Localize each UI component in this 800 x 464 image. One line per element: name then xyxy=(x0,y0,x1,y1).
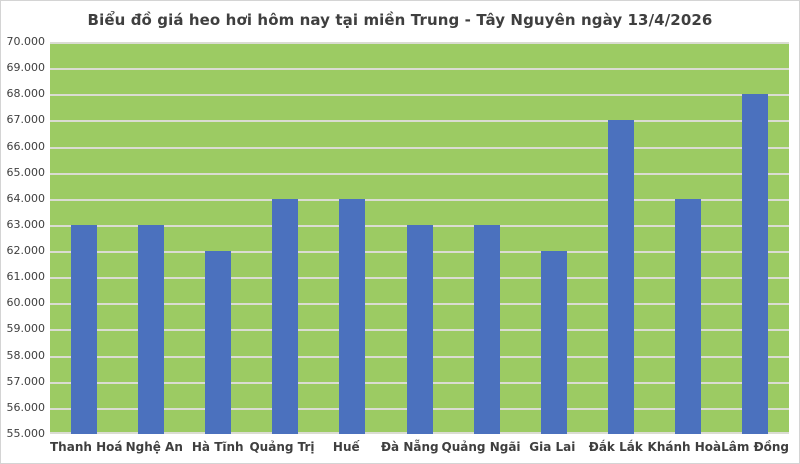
gridline xyxy=(50,120,789,123)
gridline xyxy=(50,172,789,175)
y-tick-label: 66.000 xyxy=(6,139,46,153)
x-category-label: Thanh Hoá xyxy=(50,440,123,454)
bar xyxy=(473,224,500,434)
x-category-label: Nghệ An xyxy=(125,440,183,454)
bar xyxy=(137,224,164,434)
x-category-label: Đắk Lắk xyxy=(588,440,643,454)
bar xyxy=(675,198,702,434)
bar xyxy=(608,120,635,434)
bar xyxy=(204,251,231,434)
x-category-label: Khánh Hoà xyxy=(647,440,722,454)
y-tick-label: 56.000 xyxy=(6,400,46,414)
y-tick-label: 57.000 xyxy=(6,374,46,388)
bar xyxy=(540,251,567,434)
y-tick-label: 68.000 xyxy=(6,87,46,101)
gridline xyxy=(50,94,789,97)
bar xyxy=(272,198,299,434)
y-tick-label: 67.000 xyxy=(6,113,46,127)
y-tick-label: 69.000 xyxy=(6,61,46,75)
y-tick-label: 60.000 xyxy=(6,296,46,310)
x-category-label: Huế xyxy=(332,440,360,454)
x-category-label: Quảng Ngãi xyxy=(441,440,521,454)
y-tick-label: 58.000 xyxy=(6,348,46,362)
y-axis: 70.000 69.000 68.000 67.000 66.000 65.000 64.0… xyxy=(1,35,46,440)
gridline xyxy=(50,146,789,149)
y-tick-label: 70.000 xyxy=(6,35,46,48)
bar xyxy=(70,224,97,434)
y-tick-label: 63.000 xyxy=(6,217,46,231)
x-axis: Thanh Hoá Nghệ An Hà Tĩnh Quảng Trị Huế Đà Nẵ… xyxy=(50,440,789,454)
x-category-label: Hà Tĩnh xyxy=(191,440,244,454)
gridline xyxy=(50,42,789,44)
bar xyxy=(406,224,433,434)
x-category-label: Lâm Đồng xyxy=(721,440,789,454)
gridline xyxy=(50,68,789,71)
x-category-label: Gia Lai xyxy=(529,440,576,454)
chart-title: Biểu đồ giá heo hơi hôm nay tại miền Tru… xyxy=(87,11,713,29)
plot-area xyxy=(50,42,789,434)
bar xyxy=(742,94,769,434)
y-tick-label: 59.000 xyxy=(6,322,46,336)
x-category-label: Đà Nẵng xyxy=(380,440,439,454)
y-tick-label: 65.000 xyxy=(6,165,46,179)
y-tick-label: 64.000 xyxy=(6,191,46,205)
y-tick-label: 55.000 xyxy=(6,427,46,440)
y-tick-label: 62.000 xyxy=(6,244,46,258)
y-tick-label: 61.000 xyxy=(6,270,46,284)
x-category-label: Quảng Trị xyxy=(249,440,315,454)
gridline xyxy=(50,198,789,201)
bar xyxy=(339,198,366,434)
